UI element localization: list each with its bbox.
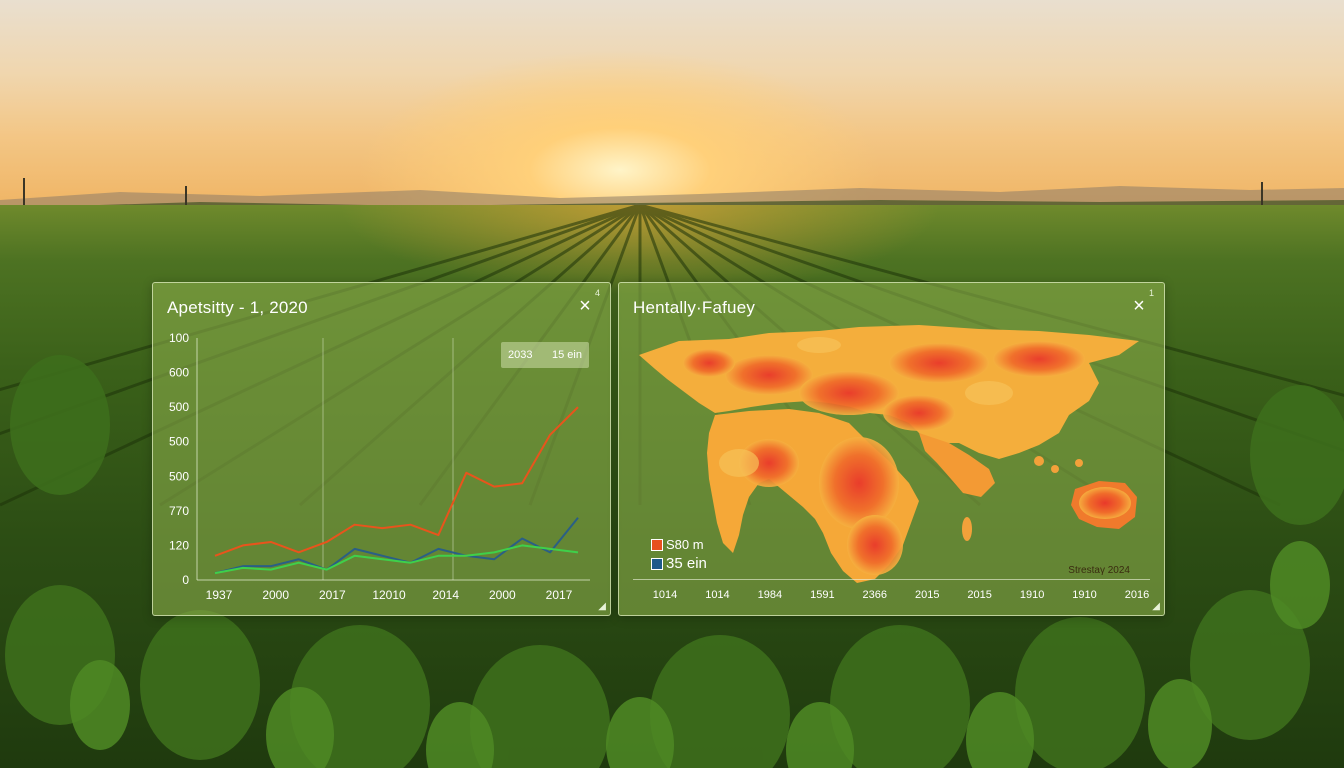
map-axis-label: 1984 [757, 589, 783, 601]
chart-resize-grip[interactable]: ◢ [598, 601, 606, 612]
x-tick-label: 2000 [489, 588, 516, 602]
map-legend-item: 35 ein [651, 554, 707, 573]
y-tick-label: 770 [169, 504, 189, 518]
chart-corner-mark: 4 [595, 288, 601, 298]
map-legend-item: S80 m [651, 535, 707, 554]
map-panel-title: Hentally·Fafuey [633, 298, 756, 317]
map-panel: Hentally·Fafuey × 1 [618, 282, 1165, 616]
x-tick-label: 2017 [546, 588, 573, 602]
map-close-button[interactable]: × [1133, 295, 1145, 317]
chart-legend: 2033 15 ein [501, 342, 589, 368]
y-tick-label: 500 [169, 435, 189, 449]
map-axis: 1014 1014 1984 1591 2366 2015 2015 1910 1910 2016 [619, 589, 1164, 605]
chart-legend-right: 15 ein [552, 349, 582, 361]
heat-map [639, 325, 1139, 583]
map-axis-label: 2015 [914, 589, 940, 601]
map-legend: S80 m 35 ein [651, 535, 707, 573]
chart-panel-title: Apetsitty - 1, 2020 [167, 298, 308, 317]
map-resize-grip[interactable]: ◢ [1152, 601, 1160, 612]
map-source-label: Strestaγ 2024 [1068, 565, 1130, 576]
x-tick-label: 1937 [206, 588, 233, 602]
series-line-1 [214, 406, 579, 557]
y-tick-label: 100 [169, 331, 189, 345]
x-tick-label: 2000 [262, 588, 289, 602]
series-line-3 [214, 544, 579, 575]
x-tick-label: 12010 [372, 588, 406, 602]
map-legend-label-2: 35 ein [666, 555, 707, 572]
map-legend-label-1: S80 m [666, 537, 704, 552]
sunset-sky [0, 0, 1344, 210]
map-axis-label: 2016 [1124, 589, 1150, 601]
y-tick-label: 0 [182, 573, 189, 587]
chart-panel: Apetsitty - 1, 2020 × 4 2033 15 ein 0 120… [152, 282, 611, 616]
map-axis-label: 1910 [1072, 589, 1097, 601]
series-line-2 [214, 517, 579, 575]
legend-swatch-blue [651, 557, 663, 570]
map-axis-label: 1014 [705, 589, 730, 601]
map-axis-label: 1014 [652, 589, 678, 601]
x-tick-label: 2014 [432, 588, 459, 602]
y-tick-label: 120 [169, 538, 189, 552]
landmass-south-asia [919, 433, 995, 497]
x-tick-label: 2017 [319, 588, 346, 602]
y-tick-label: 600 [169, 366, 189, 380]
chart-close-button[interactable]: × [579, 295, 591, 317]
line-chart: 0 120 770 500 500 500 600 100 1937 2000 2017 12010 2… [169, 331, 590, 602]
y-tick-label: 500 [169, 400, 189, 414]
map-axis-label: 1910 [1019, 589, 1045, 601]
legend-swatch-orange [651, 538, 663, 551]
map-axis-label: 1591 [810, 589, 835, 601]
map-axis-label: 2366 [862, 589, 888, 601]
map-axis-label: 2015 [967, 589, 992, 601]
map-corner-mark: 1 [1149, 288, 1155, 298]
map-axis-line [633, 579, 1150, 580]
y-tick-label: 500 [169, 469, 189, 483]
chart-legend-left: 2033 [508, 349, 533, 361]
crop-rows [0, 205, 1344, 768]
